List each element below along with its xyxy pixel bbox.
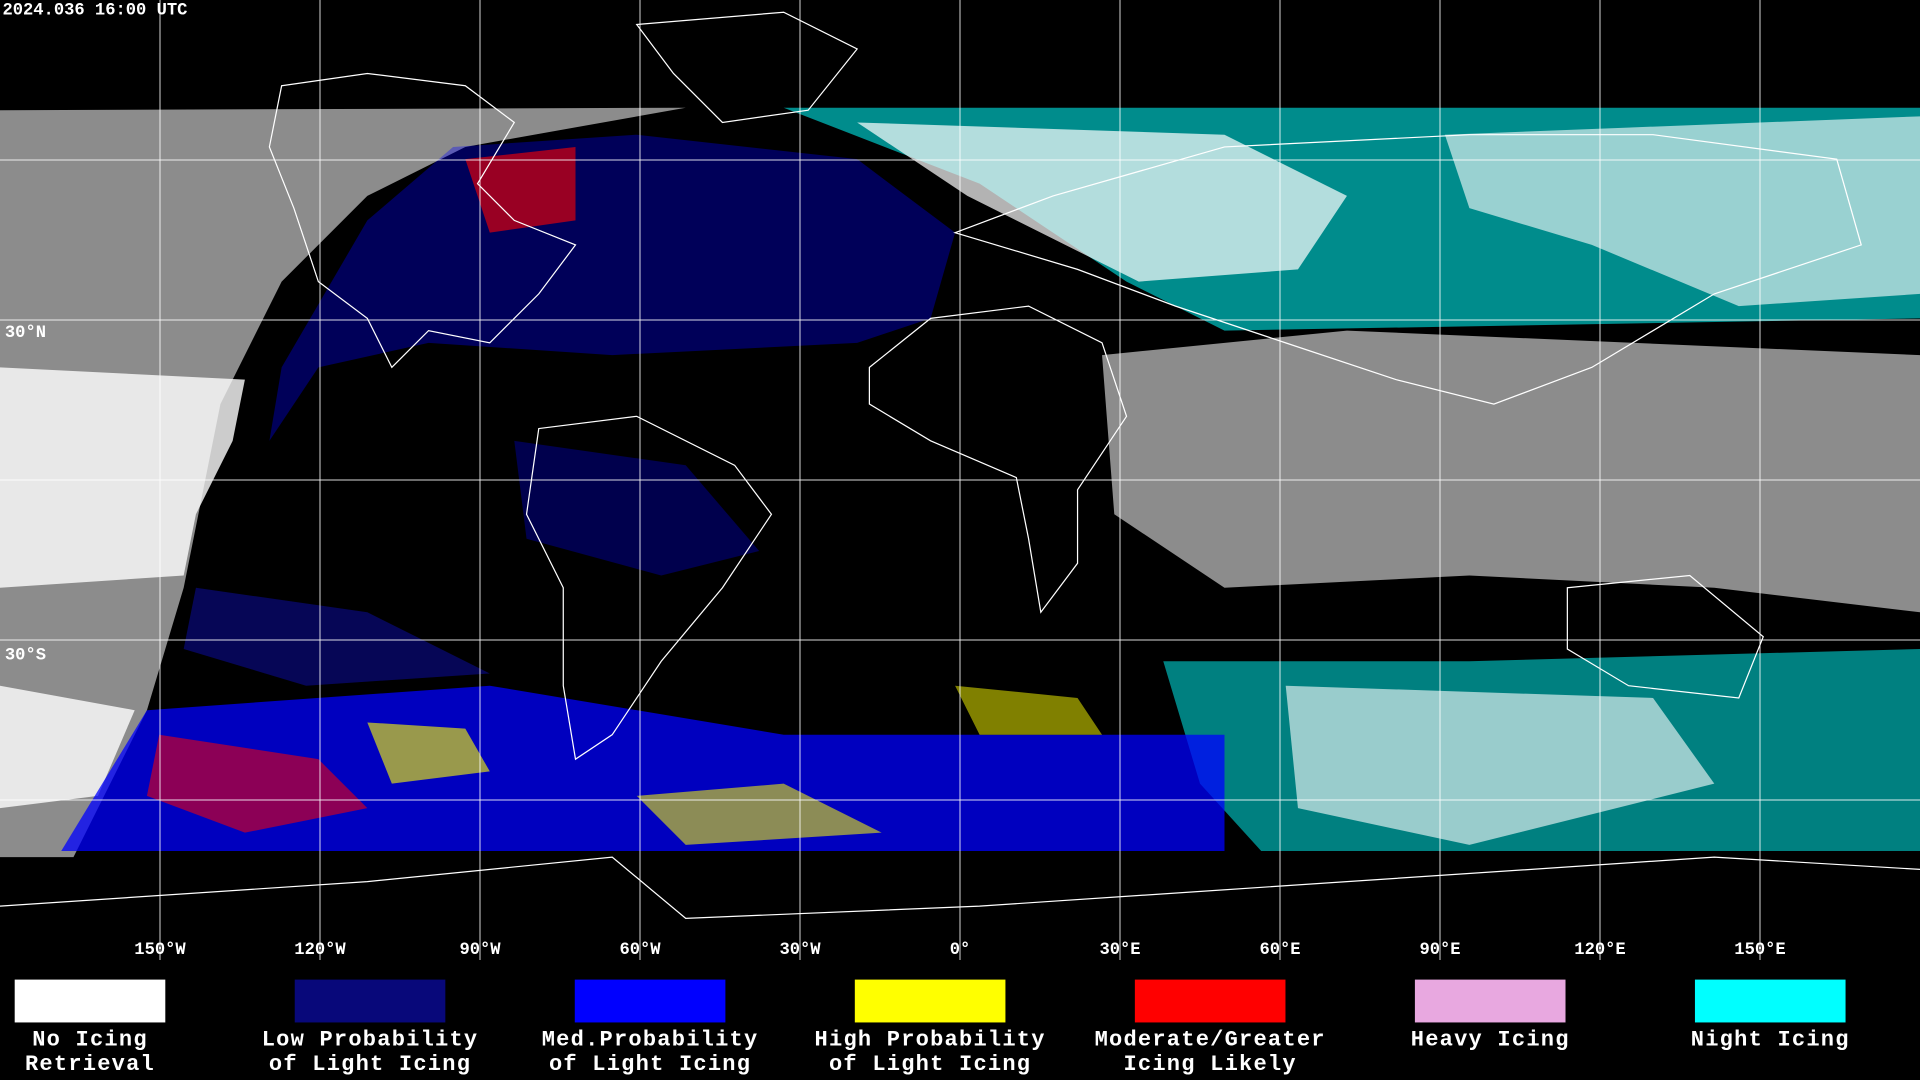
cloud-field xyxy=(1444,116,1920,307)
icing-field xyxy=(636,783,882,845)
longitude-label: 0° xyxy=(950,941,971,960)
icing-field xyxy=(146,734,368,833)
longitude-label: 30°W xyxy=(779,941,821,960)
cloud-field xyxy=(0,367,245,588)
longitude-label: 60°W xyxy=(619,941,661,960)
legend-swatch xyxy=(574,979,726,1023)
longitude-label: 60°E xyxy=(1259,941,1300,960)
legend-label: High Probability xyxy=(815,1028,1046,1053)
legend-swatch xyxy=(14,979,166,1023)
legend-label: Low Probability xyxy=(262,1028,479,1053)
legend-label: of Light Icing xyxy=(829,1052,1031,1077)
legend-label: No Icing xyxy=(32,1028,148,1053)
legend-label: Icing Likely xyxy=(1123,1052,1296,1077)
coastline xyxy=(953,134,1862,405)
legend-label: Retrieval xyxy=(25,1052,155,1077)
legend-label: of Light Icing xyxy=(549,1052,751,1077)
latitude-label: 30°N xyxy=(5,324,46,343)
coastline xyxy=(1566,574,1764,699)
legend-swatch xyxy=(1414,979,1566,1023)
legend-label: Heavy Icing xyxy=(1411,1028,1570,1053)
legend-swatch xyxy=(294,979,446,1023)
icing-field xyxy=(465,146,576,233)
longitude-label: 90°E xyxy=(1419,941,1460,960)
coastline xyxy=(868,305,1128,614)
icing-field xyxy=(955,685,1103,735)
coastline xyxy=(268,72,577,369)
graticule: 150°W 120°W 90°W 60°W 30°W 0° 30°E 60°E 90°E 120°… xyxy=(0,0,1920,961)
day-retrieval xyxy=(61,134,1225,852)
timestamp: 2024.036 16:00 UTC xyxy=(2,2,187,21)
coastline xyxy=(635,11,859,124)
cloud-field xyxy=(0,107,686,858)
coastline xyxy=(0,856,1920,919)
icing-field xyxy=(183,587,490,686)
legend-swatch xyxy=(1694,979,1846,1023)
icing-field xyxy=(269,134,956,441)
legend-label: Med.Probability xyxy=(542,1028,759,1053)
coastline xyxy=(525,415,773,761)
legend-swatch xyxy=(1134,979,1286,1023)
legend-swatch xyxy=(854,979,1006,1023)
legend-label: Moderate/Greater xyxy=(1095,1028,1326,1053)
icing-field xyxy=(367,722,490,784)
cloud-field xyxy=(0,685,135,809)
icing-field xyxy=(514,440,760,576)
longitude-label: 150°W xyxy=(134,941,186,960)
cloud-field xyxy=(1102,330,1920,613)
cloud-imagery xyxy=(0,107,1920,858)
longitude-label: 30°E xyxy=(1099,941,1140,960)
latitude-label: 30°S xyxy=(5,647,46,666)
longitude-label: 120°W xyxy=(294,941,346,960)
cloud-field xyxy=(1285,685,1715,845)
cloud-field xyxy=(857,122,1347,282)
longitude-label: 150°E xyxy=(1734,941,1785,960)
longitude-label: 90°W xyxy=(459,941,501,960)
longitude-label: 120°E xyxy=(1574,941,1625,960)
legend-label: of Light Icing xyxy=(269,1052,471,1077)
coastlines xyxy=(0,11,1920,919)
legend-label: Night Icing xyxy=(1691,1028,1850,1053)
